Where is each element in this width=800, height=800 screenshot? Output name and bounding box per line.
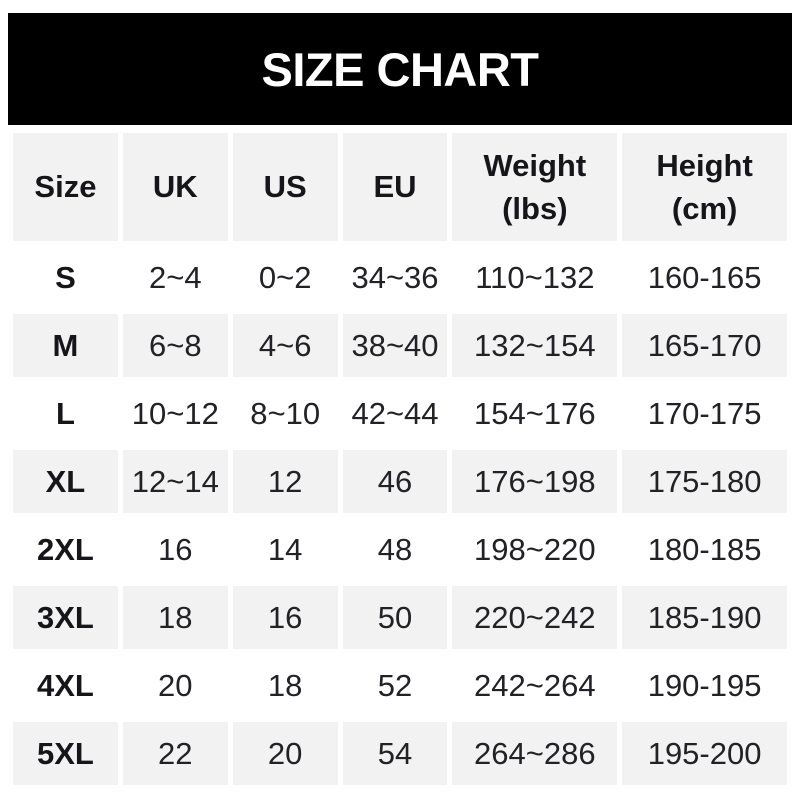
table-row: L 10~12 8~10 42~44 154~176 170-175: [13, 382, 787, 445]
height-cell: 160-165: [647, 259, 762, 295]
weight-cell: 264~286: [452, 722, 618, 785]
size-cell: 3XL: [13, 586, 118, 649]
size-cell: 2XL: [37, 531, 94, 567]
table-row: 5XL 22 20 54 264~286 195-200: [13, 722, 787, 785]
column-header-size: Size: [13, 133, 118, 241]
uk-cell: 2~4: [148, 259, 202, 295]
column-header-height: Height (cm): [622, 133, 787, 241]
us-cell: 16: [232, 586, 338, 649]
size-cell: S: [55, 259, 76, 295]
us-cell: 14: [267, 531, 303, 567]
weight-cell: 198~220: [474, 531, 596, 567]
column-header-us: US: [232, 133, 338, 241]
size-cell: 4XL: [37, 667, 94, 703]
weight-cell: 242~264: [474, 667, 596, 703]
uk-cell: 12~14: [122, 450, 228, 513]
height-cell: 175-180: [622, 450, 787, 513]
uk-cell: 20: [158, 667, 193, 703]
size-chart-table: Size UK US EU Weight (lbs) Height (cm) S…: [8, 128, 792, 790]
size-cell: L: [55, 395, 75, 431]
weight-cell: 220~242: [452, 586, 618, 649]
eu-cell: 54: [342, 722, 448, 785]
size-chart-title: SIZE CHART: [261, 42, 540, 96]
height-cell: 180-185: [647, 531, 762, 567]
us-cell: 20: [232, 722, 338, 785]
table-row: 4XL 20 18 52 242~264 190-195: [13, 654, 787, 717]
uk-cell: 6~8: [122, 314, 228, 377]
eu-cell: 46: [342, 450, 448, 513]
column-header-uk: UK: [122, 133, 228, 241]
us-cell: 0~2: [258, 259, 312, 295]
weight-cell: 176~198: [452, 450, 618, 513]
eu-cell: 42~44: [351, 395, 439, 431]
column-header-eu: EU: [342, 133, 448, 241]
us-cell: 8~10: [250, 395, 321, 431]
height-cell: 185-190: [622, 586, 787, 649]
table-row: 3XL 18 16 50 220~242 185-190: [13, 586, 787, 649]
table-header-row: Size UK US EU Weight (lbs) Height (cm): [13, 133, 787, 241]
table-row: XL 12~14 12 46 176~198 175-180: [13, 450, 787, 513]
uk-cell: 16: [158, 531, 193, 567]
uk-cell: 18: [122, 586, 228, 649]
size-cell: M: [13, 314, 118, 377]
eu-cell: 50: [342, 586, 448, 649]
uk-cell: 10~12: [131, 395, 219, 431]
height-cell: 195-200: [622, 722, 787, 785]
size-cell: 5XL: [13, 722, 118, 785]
height-cell: 190-195: [647, 667, 762, 703]
table-row: 2XL 16 14 48 198~220 180-185: [13, 518, 787, 581]
eu-cell: 38~40: [342, 314, 448, 377]
eu-cell: 52: [377, 667, 413, 703]
eu-cell: 34~36: [351, 259, 439, 295]
size-chart-banner: SIZE CHART: [8, 13, 792, 125]
us-cell: 18: [267, 667, 303, 703]
weight-cell: 154~176: [474, 395, 596, 431]
eu-cell: 48: [377, 531, 413, 567]
column-header-weight: Weight (lbs): [452, 133, 618, 241]
us-cell: 12: [232, 450, 338, 513]
size-table-body: S 2~4 0~2 34~36 110~132 160-165 M 6~8 4~6 38~40 13…: [13, 246, 787, 785]
table-row: S 2~4 0~2 34~36 110~132 160-165: [13, 246, 787, 309]
height-cell: 165-170: [622, 314, 787, 377]
height-cell: 170-175: [647, 395, 762, 431]
weight-cell: 110~132: [475, 259, 595, 295]
uk-cell: 22: [122, 722, 228, 785]
size-cell: XL: [13, 450, 118, 513]
table-row: M 6~8 4~6 38~40 132~154 165-170: [13, 314, 787, 377]
weight-cell: 132~154: [452, 314, 618, 377]
us-cell: 4~6: [232, 314, 338, 377]
